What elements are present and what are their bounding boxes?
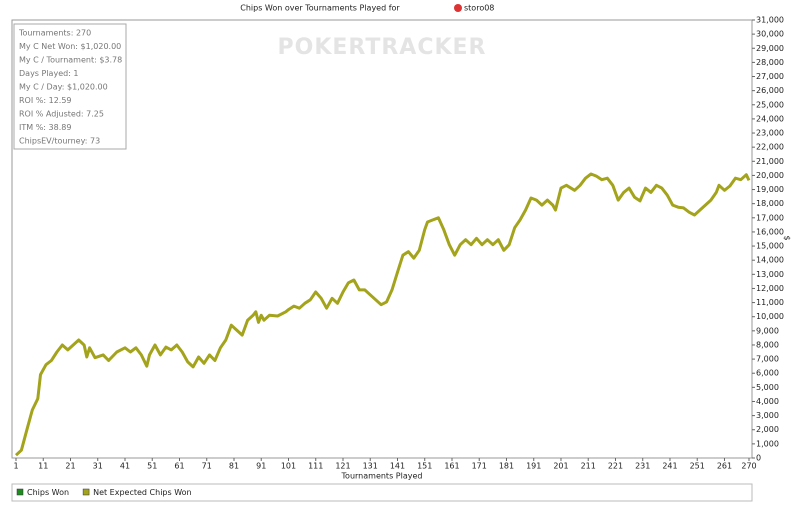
y-tick-label: 1,000 — [756, 439, 779, 448]
stat-line: Days Played: 1 — [19, 69, 79, 78]
y-tick-label: 10,000 — [756, 312, 784, 321]
y-tick-label: 21,000 — [756, 157, 784, 166]
y-tick-label: 22,000 — [756, 143, 784, 152]
chart-title: Chips Won over Tournaments Played for — [240, 4, 400, 13]
stat-line: Tournaments: 270 — [18, 29, 91, 38]
series-line — [14, 172, 751, 457]
y-tick-label: 24,000 — [756, 114, 784, 123]
y-tick-label: 14,000 — [756, 256, 784, 265]
x-tick-label: 111 — [308, 462, 323, 471]
x-tick-label: 141 — [390, 462, 405, 471]
y-tick-label: 13,000 — [756, 270, 784, 279]
x-tick-label: 211 — [581, 462, 596, 471]
stat-line: ITM %: 38.89 — [19, 123, 71, 132]
y-tick-label: 31,000 — [756, 16, 784, 25]
y-tick-label: 17,000 — [756, 213, 784, 222]
y-tick-label: 20,000 — [756, 171, 784, 180]
stat-line: My C / Day: $1,020.00 — [19, 83, 108, 92]
player-name: storo08 — [464, 4, 494, 13]
x-tick-label: 101 — [281, 462, 296, 471]
x-tick-label: 61 — [174, 462, 184, 471]
y-tick-label: 23,000 — [756, 129, 784, 138]
x-tick-label: 121 — [335, 462, 350, 471]
x-tick-label: 71 — [202, 462, 212, 471]
y-tick-label: 29,000 — [756, 44, 784, 53]
x-tick-label: 1 — [13, 462, 18, 471]
x-tick-label: 31 — [93, 462, 103, 471]
y-tick-label: 6,000 — [756, 369, 779, 378]
y-tick-label: 16,000 — [756, 227, 784, 236]
x-tick-label: 51 — [147, 462, 157, 471]
y-axis-label: $ — [783, 235, 792, 240]
y-tick-label: 0 — [756, 454, 761, 463]
x-tick-label: 81 — [229, 462, 239, 471]
x-tick-label: 181 — [499, 462, 514, 471]
player-icon — [454, 4, 462, 12]
legend-swatch — [82, 488, 90, 496]
x-tick-label: 91 — [256, 462, 266, 471]
y-tick-label: 9,000 — [756, 326, 779, 335]
x-tick-label: 171 — [472, 462, 487, 471]
x-axis-label: Tournaments Played — [341, 472, 423, 481]
x-tick-label: 270 — [741, 462, 756, 471]
stat-line: ChipsEV/tourney: 73 — [19, 137, 100, 146]
x-tick-label: 251 — [690, 462, 705, 471]
y-tick-label: 4,000 — [756, 397, 779, 406]
legend-label: Net Expected Chips Won — [93, 488, 192, 497]
y-tick-label: 11,000 — [756, 298, 784, 307]
y-tick-label: 27,000 — [756, 72, 784, 81]
legend-swatch — [16, 488, 24, 496]
y-tick-label: 28,000 — [756, 58, 784, 67]
x-tick-label: 161 — [444, 462, 459, 471]
y-tick-label: 15,000 — [756, 242, 784, 251]
x-tick-label: 201 — [553, 462, 568, 471]
x-tick-label: 231 — [635, 462, 650, 471]
y-tick-label: 8,000 — [756, 340, 779, 349]
x-tick-label: 261 — [717, 462, 732, 471]
y-tick-label: 5,000 — [756, 383, 779, 392]
x-tick-label: 131 — [363, 462, 378, 471]
stats-box — [13, 23, 127, 150]
x-tick-label: 11 — [38, 462, 48, 471]
y-tick-label: 25,000 — [756, 100, 784, 109]
y-tick-label: 30,000 — [756, 30, 784, 39]
y-tick-label: 18,000 — [756, 199, 784, 208]
x-tick-label: 221 — [608, 462, 623, 471]
plot-frame — [11, 19, 753, 459]
x-tick-label: 41 — [120, 462, 130, 471]
legend-label: Chips Won — [27, 488, 69, 497]
y-tick-label: 12,000 — [756, 284, 784, 293]
x-tick-label: 151 — [417, 462, 432, 471]
y-tick-label: 3,000 — [756, 411, 779, 420]
stat-line: My C Net Won: $1,020.00 — [19, 42, 121, 51]
stat-line: My C / Tournament: $3.78 — [19, 56, 122, 65]
y-tick-label: 7,000 — [756, 355, 779, 364]
x-tick-label: 241 — [662, 462, 677, 471]
y-tick-label: 26,000 — [756, 86, 784, 95]
y-tick-label: 2,000 — [756, 425, 779, 434]
x-tick-label: 21 — [65, 462, 75, 471]
x-tick-label: 191 — [526, 462, 541, 471]
y-tick-label: 19,000 — [756, 185, 784, 194]
stat-line: ROI %: 12.59 — [19, 96, 72, 105]
legend-box — [11, 483, 753, 502]
stat-line: ROI % Adjusted: 7.25 — [19, 110, 104, 119]
watermark: POKERTRACKER — [278, 35, 487, 60]
